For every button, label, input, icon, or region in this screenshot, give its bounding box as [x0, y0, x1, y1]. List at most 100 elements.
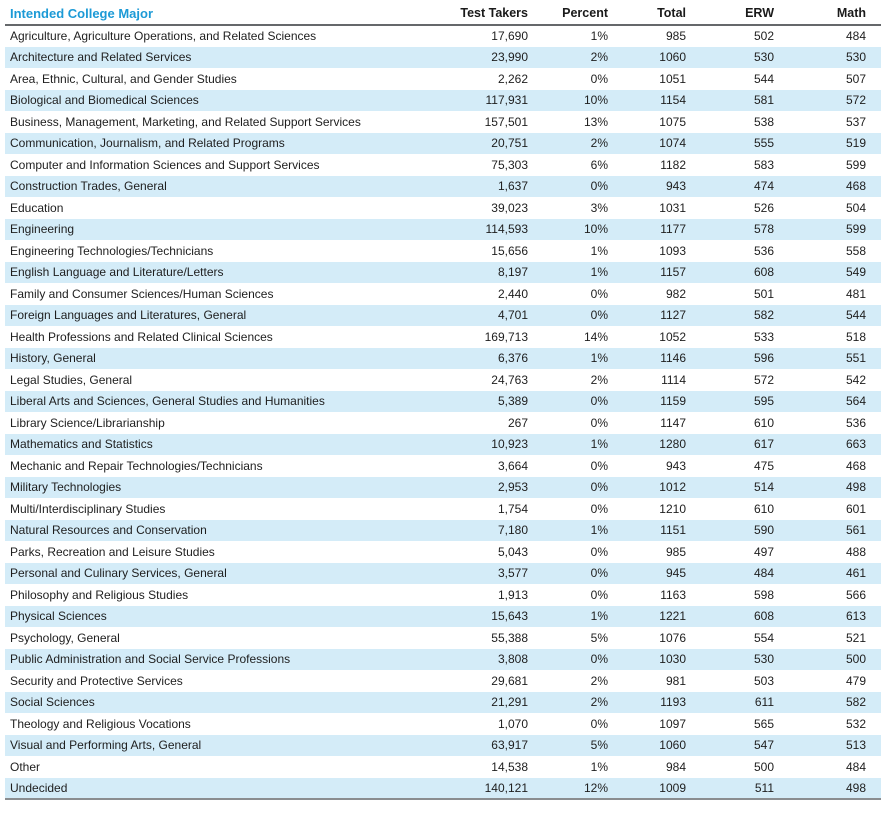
total-cell: 1060 [659, 738, 686, 753]
total-cell: 985 [665, 29, 686, 44]
percent-cell: 1% [590, 29, 608, 44]
erw-cell: 608 [753, 265, 774, 280]
erw-cell: 610 [753, 415, 774, 430]
total-cell: 984 [665, 759, 686, 774]
total-cell: 1221 [659, 609, 686, 624]
math-cell: 519 [845, 136, 866, 151]
test-takers-cell: 6,376 [497, 351, 528, 366]
table-row: Personal and Culinary Services, General 3… [5, 562, 881, 584]
major-cell: Public Administration and Social Service… [10, 652, 291, 667]
math-cell: 599 [845, 222, 866, 237]
percent-cell: 1% [590, 523, 608, 538]
math-cell: 599 [845, 157, 866, 172]
major-cell: Engineering Technologies/Technicians [10, 243, 214, 258]
test-takers-cell: 15,643 [491, 609, 528, 624]
math-cell: 537 [845, 114, 866, 129]
erw-cell: 608 [753, 609, 774, 624]
percent-cell: 1% [590, 759, 608, 774]
major-cell: Agriculture, Agriculture Operations, and… [10, 29, 317, 44]
math-cell: 542 [845, 372, 866, 387]
erw-cell: 533 [753, 329, 774, 344]
major-cell: Computer and Information Sciences and Su… [10, 157, 320, 172]
table-row: Communication, Journalism, and Related P… [5, 132, 881, 154]
table-row: Multi/Interdisciplinary Studies 1,754 0% 12… [5, 498, 881, 520]
test-takers-cell: 267 [507, 415, 528, 430]
test-takers-cell: 24,763 [491, 372, 528, 387]
test-takers-cell: 39,023 [491, 200, 528, 215]
major-cell: Liberal Arts and Sciences, General Studi… [10, 394, 325, 409]
major-cell: Health Professions and Related Clinical … [10, 329, 273, 344]
erw-cell: 554 [753, 630, 774, 645]
major-cell: Architecture and Related Services [10, 50, 192, 65]
table-row: Engineering Technologies/Technicians 15,6… [5, 240, 881, 262]
erw-cell: 514 [753, 480, 774, 495]
erw-cell: 497 [753, 544, 774, 559]
percent-cell: 1% [590, 609, 608, 624]
total-cell: 1157 [660, 265, 686, 280]
math-cell: 498 [845, 780, 866, 795]
total-cell: 1210 [659, 501, 686, 516]
table-row: Legal Studies, General 24,763 2% 1114 572 542 [5, 369, 881, 391]
percent-cell: 0% [590, 179, 608, 194]
table-row: Psychology, General 55,388 5% 1076 554 521 [5, 627, 881, 649]
math-cell: 513 [845, 738, 866, 753]
major-cell: Social Sciences [10, 695, 95, 710]
math-cell: 468 [845, 458, 866, 473]
test-takers-cell: 3,808 [497, 652, 528, 667]
major-cell: Other [10, 759, 41, 774]
total-cell: 1182 [660, 157, 686, 172]
math-cell: 544 [845, 308, 866, 323]
erw-cell: 502 [753, 29, 774, 44]
table-row: Mechanic and Repair Technologies/Technic… [5, 455, 881, 477]
test-takers-cell: 2,262 [497, 71, 528, 86]
table-row: Agriculture, Agriculture Operations, and… [5, 25, 881, 47]
table-row: Liberal Arts and Sciences, General Studi… [5, 390, 881, 412]
total-cell: 1147 [660, 415, 686, 430]
total-cell: 945 [665, 566, 686, 581]
column-header-test-takers: Test Takers [460, 6, 528, 20]
total-cell: 1127 [660, 308, 686, 323]
erw-cell: 526 [753, 200, 774, 215]
major-cell: Area, Ethnic, Cultural, and Gender Studi… [10, 71, 237, 86]
table-row: Physical Sciences 15,643 1% 1221 608 613 [5, 605, 881, 627]
test-takers-cell: 140,121 [484, 780, 528, 795]
math-cell: 518 [845, 329, 866, 344]
major-cell: Undecided [10, 780, 68, 795]
table-row: Undecided 140,121 12% 1009 511 498 [5, 777, 881, 799]
table-row: English Language and Literature/Letters 8… [5, 261, 881, 283]
percent-cell: 0% [590, 394, 608, 409]
column-header-math: Math [836, 6, 866, 20]
total-cell: 943 [665, 458, 686, 473]
total-cell: 1097 [659, 716, 686, 731]
major-cell: Visual and Performing Arts, General [10, 738, 202, 753]
total-cell: 1030 [659, 652, 686, 667]
major-cell: Construction Trades, General [10, 179, 167, 194]
table-row: Construction Trades, General 1,637 0% 943 47… [5, 175, 881, 197]
math-cell: 532 [845, 716, 866, 731]
table-row: Computer and Information Sciences and Su… [5, 154, 881, 176]
erw-cell: 536 [753, 243, 774, 258]
percent-cell: 0% [590, 415, 608, 430]
test-takers-cell: 10,923 [491, 437, 528, 452]
test-takers-cell: 17,690 [491, 29, 528, 44]
total-cell: 1159 [660, 394, 686, 409]
major-cell: Physical Sciences [10, 609, 107, 624]
major-cell: Psychology, General [10, 630, 120, 645]
math-cell: 558 [845, 243, 866, 258]
percent-cell: 10% [583, 93, 608, 108]
erw-cell: 555 [753, 136, 774, 151]
percent-cell: 5% [590, 630, 608, 645]
scores-by-major-table: Intended College Major Test Takers Perce… [5, 2, 881, 800]
erw-cell: 611 [754, 695, 774, 710]
test-takers-cell: 1,754 [497, 501, 528, 516]
total-cell: 1052 [659, 329, 686, 344]
table-row: Theology and Religious Vocations 1,070 0% 1… [5, 713, 881, 735]
major-cell: Family and Consumer Sciences/Human Scien… [10, 286, 274, 301]
total-cell: 1114 [661, 372, 686, 387]
percent-cell: 14% [583, 329, 608, 344]
percent-cell: 1% [590, 265, 608, 280]
percent-cell: 0% [590, 587, 608, 602]
table-row: Social Sciences 21,291 2% 1193 611 582 [5, 691, 881, 713]
test-takers-cell: 3,664 [497, 458, 528, 473]
math-cell: 663 [845, 437, 866, 452]
